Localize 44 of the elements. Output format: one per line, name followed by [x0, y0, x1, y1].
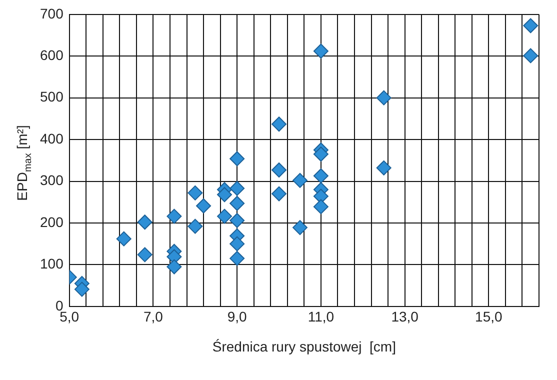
- point: [196, 198, 212, 214]
- point: [230, 151, 245, 166]
- point: [376, 90, 392, 106]
- point: [137, 247, 152, 262]
- point: [230, 180, 245, 196]
- point: [272, 186, 287, 202]
- point: [292, 172, 308, 188]
- point: [230, 236, 245, 252]
- point: [272, 162, 287, 178]
- point: [313, 146, 328, 162]
- point: [230, 196, 245, 211]
- y-tick-label: 0: [56, 297, 64, 314]
- point: [230, 250, 245, 266]
- x-axis-title: Średnica rury spustowej [cm]: [212, 338, 396, 354]
- y-tick-label: 700: [40, 5, 64, 22]
- point: [292, 220, 308, 236]
- point: [166, 208, 182, 224]
- x-tick-label: 7,0: [143, 308, 164, 325]
- y-tick-label: 300: [40, 172, 64, 188]
- point: [523, 18, 538, 34]
- x-tick-label: 11,0: [308, 308, 334, 325]
- point: [313, 199, 328, 214]
- point: [116, 231, 132, 246]
- point: [376, 160, 392, 176]
- point: [272, 116, 287, 132]
- point: [137, 214, 152, 230]
- x-tick-label: 13,0: [391, 308, 419, 325]
- y-tick-label: 500: [40, 88, 64, 105]
- point: [523, 48, 538, 64]
- point: [188, 185, 203, 200]
- x-tick-label: 9,0: [227, 308, 248, 325]
- y-tick-label: 600: [40, 46, 64, 63]
- point: [313, 168, 328, 184]
- point: [217, 187, 232, 202]
- y-tick-label: 400: [40, 130, 64, 146]
- point: [166, 259, 182, 274]
- point: [188, 218, 203, 234]
- point: [74, 282, 90, 297]
- y-tick-label: 100: [40, 256, 64, 272]
- y-tick-label: 200: [40, 214, 64, 230]
- point: [313, 44, 328, 59]
- x-tick-label: 15,0: [475, 308, 503, 325]
- point: [230, 212, 245, 228]
- point: [217, 208, 232, 224]
